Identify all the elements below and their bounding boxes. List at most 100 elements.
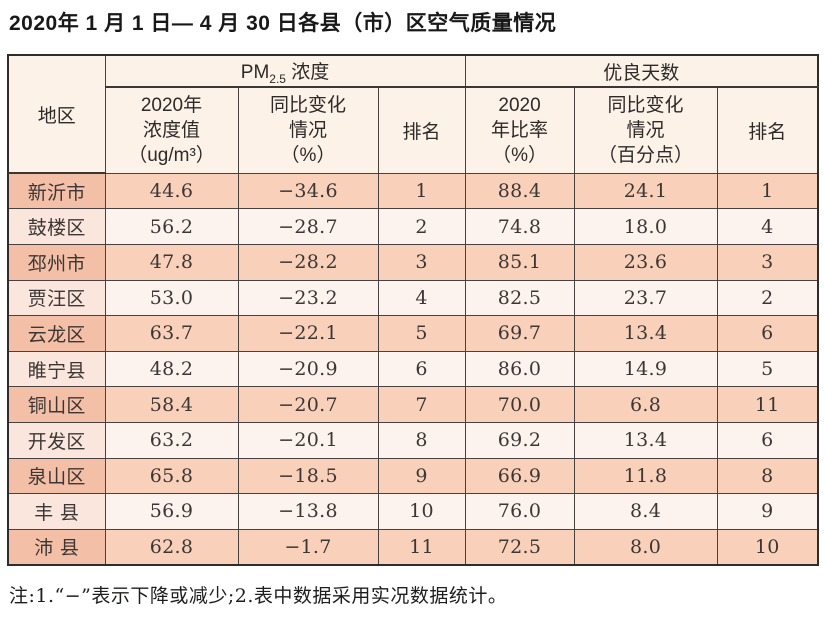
rate-cell: 85.1 — [464, 243, 575, 281]
pm-change-cell: −23.2 — [237, 279, 379, 317]
pm-rank-cell: 4 — [377, 279, 466, 317]
pm-change-cell: −20.7 — [237, 386, 379, 423]
rate-rank-cell: 5 — [716, 350, 819, 388]
pm-rank-cell: 9 — [377, 457, 466, 495]
rate-rank-cell: 6 — [716, 315, 819, 352]
pm-label-subscript: 2.5 — [269, 71, 286, 86]
col-header-pm-change: 同比变化 情况 （%） — [237, 86, 379, 174]
table-row: 泉山区 65.8 −18.5 9 66.9 11.8 8 — [7, 457, 819, 495]
pm-value-cell: 63.7 — [104, 315, 239, 352]
header-group-row: 地区 PM2.5 浓度 优良天数 — [7, 54, 819, 175]
pm-value-cell: 58.4 — [104, 386, 239, 423]
rate-cell: 88.4 — [464, 172, 575, 210]
rate-cell: 69.2 — [464, 421, 575, 459]
pm-change-cell: −34.6 — [237, 172, 379, 210]
table-row: 睢宁县 48.2 −20.9 6 86.0 14.9 5 — [7, 350, 819, 388]
page-title: 2020年 1 月 1 日— 4 月 30 日各县（市）区空气质量情况 — [9, 12, 557, 35]
pm-rank-cell: 2 — [377, 208, 466, 245]
pm-value-cell: 56.2 — [104, 208, 239, 245]
col-group-pm25: PM2.5 浓度 — [104, 54, 466, 89]
pm-value-cell: 53.0 — [104, 279, 239, 317]
rate-change-cell: 6.8 — [573, 386, 718, 423]
region-cell: 开发区 — [7, 421, 106, 459]
rate-change-cell: 8.0 — [573, 528, 718, 566]
pm-rank-cell: 11 — [377, 528, 466, 566]
rate-rank-cell: 8 — [716, 457, 819, 495]
rate-change-cell: 14.9 — [573, 350, 718, 388]
table-row: 铜山区 58.4 −20.7 7 70.0 6.8 11 — [7, 386, 819, 423]
rate-change-cell: 23.6 — [573, 243, 718, 281]
rate-change-cell: 24.1 — [573, 172, 718, 210]
rate-cell: 82.5 — [464, 279, 575, 317]
table-row: 贾汪区 53.0 −23.2 4 82.5 23.7 2 — [7, 279, 819, 317]
rate-change-cell: 11.8 — [573, 457, 718, 495]
region-cell: 贾汪区 — [7, 279, 106, 317]
region-cell: 铜山区 — [7, 386, 106, 423]
rate-cell: 74.8 — [464, 208, 575, 245]
table-row: 邳州市 47.8 −28.2 3 85.1 23.6 3 — [7, 243, 819, 281]
col-header-pm-value: 2020年 浓度值 （ug/m³） — [104, 86, 239, 174]
table-row: 新沂市 44.6 −34.6 1 88.4 24.1 1 — [7, 172, 819, 210]
pm-value-cell: 56.9 — [104, 493, 239, 530]
pm-value-cell: 44.6 — [104, 172, 239, 210]
region-cell: 邳州市 — [7, 243, 106, 281]
pm-change-cell: −20.9 — [237, 350, 379, 388]
pm-change-cell: −20.1 — [237, 421, 379, 459]
pm-change-cell: −22.1 — [237, 315, 379, 352]
pm-change-cell: −28.7 — [237, 208, 379, 245]
rate-rank-cell: 9 — [716, 493, 819, 530]
col-header-rate-rank: 排名 — [716, 86, 819, 174]
table-body: 新沂市 44.6 −34.6 1 88.4 24.1 1 鼓楼区 56.2 −28.7 2 74.8 1… — [7, 172, 819, 566]
rate-change-cell: 13.4 — [573, 421, 718, 459]
footnote: 注:1.“−”表示下降或减少;2.表中数据采用实况数据统计。 — [9, 584, 508, 607]
pm-value-cell: 47.8 — [104, 243, 239, 281]
col-header-region: 地区 — [7, 54, 106, 175]
col-group-good-days: 优良天数 — [464, 54, 819, 89]
rate-rank-cell: 10 — [716, 528, 819, 566]
table-row: 云龙区 63.7 −22.1 5 69.7 13.4 6 — [7, 315, 819, 352]
pm-value-cell: 63.2 — [104, 421, 239, 459]
rate-change-cell: 18.0 — [573, 208, 718, 245]
pm-label-suffix: 浓度 — [285, 61, 330, 83]
rate-rank-cell: 3 — [716, 243, 819, 281]
col-header-rate: 2020 年比率 （%） — [464, 86, 575, 174]
rate-rank-cell: 1 — [716, 172, 819, 210]
region-cell: 新沂市 — [7, 172, 106, 210]
air-quality-table: 地区 PM2.5 浓度 优良天数 2020年 浓度值 （ug/m³） 同比变化 … — [7, 54, 820, 566]
header-sub-row: 2020年 浓度值 （ug/m³） 同比变化 情况 （%） 排名 2020 年比… — [8, 86, 819, 174]
rate-cell: 72.5 — [464, 528, 575, 566]
pm-rank-cell: 10 — [377, 493, 466, 530]
table-row: 鼓楼区 56.2 −28.7 2 74.8 18.0 4 — [7, 208, 819, 245]
pm-rank-cell: 6 — [377, 350, 466, 388]
pm-change-cell: −18.5 — [237, 457, 379, 495]
rate-change-cell: 13.4 — [573, 315, 718, 352]
table-row: 开发区 63.2 −20.1 8 69.2 13.4 6 — [7, 421, 819, 459]
rate-change-cell: 23.7 — [573, 279, 718, 317]
rate-cell: 86.0 — [464, 350, 575, 388]
col-header-pm-rank: 排名 — [377, 86, 466, 174]
pm-label-prefix: PM — [240, 61, 270, 83]
table-row: 丰 县 56.9 −13.8 10 76.0 8.4 9 — [7, 493, 819, 530]
region-cell: 鼓楼区 — [7, 208, 106, 245]
pm-rank-cell: 1 — [377, 172, 466, 210]
region-cell: 云龙区 — [7, 315, 106, 352]
pm-value-cell: 48.2 — [104, 350, 239, 388]
rate-change-cell: 8.4 — [573, 493, 718, 530]
region-cell: 睢宁县 — [7, 350, 106, 388]
region-cell: 沛 县 — [7, 528, 106, 566]
pm-change-cell: −1.7 — [237, 528, 379, 566]
rate-cell: 70.0 — [464, 386, 575, 423]
pm-rank-cell: 7 — [377, 386, 466, 423]
rate-cell: 76.0 — [464, 493, 575, 530]
table-row: 沛 县 62.8 −1.7 11 72.5 8.0 10 — [7, 528, 819, 566]
region-cell: 泉山区 — [7, 457, 106, 495]
col-header-rate-change: 同比变化 情况 （百分点） — [573, 86, 718, 174]
rate-rank-cell: 2 — [716, 279, 819, 317]
pm-rank-cell: 5 — [377, 315, 466, 352]
rate-rank-cell: 4 — [716, 208, 819, 245]
pm-value-cell: 62.8 — [104, 528, 239, 566]
rate-cell: 69.7 — [464, 315, 575, 352]
pm-rank-cell: 3 — [377, 243, 466, 281]
rate-rank-cell: 11 — [716, 386, 819, 423]
